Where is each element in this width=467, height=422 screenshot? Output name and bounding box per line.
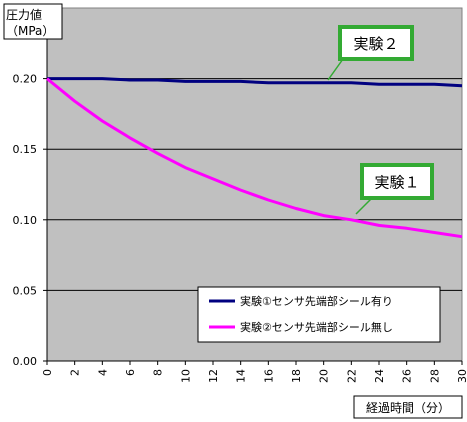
callout-box — [338, 25, 414, 61]
x-tick-label: 18 — [290, 369, 303, 383]
callout-label: 実験１ — [374, 174, 419, 192]
x-tick-label: 30 — [456, 369, 467, 383]
x-tick-label: 22 — [345, 369, 358, 383]
x-tick-label: 14 — [235, 369, 248, 383]
x-axis-label: 経過時間（分） — [366, 401, 450, 415]
y-axis-label-line2: （MPa） — [6, 24, 54, 38]
y-axis-label-line1: 圧力値 — [6, 7, 42, 22]
y-tick-label: 0.15 — [13, 143, 38, 156]
y-tick-label: 0.10 — [13, 214, 38, 227]
series-line-1 — [47, 77, 463, 88]
x-axis-label-box — [353, 395, 463, 419]
x-tick-label: 28 — [428, 369, 441, 383]
y-tick-label: 0.20 — [13, 73, 38, 86]
x-tick-label: 26 — [401, 369, 414, 383]
x-tick-label: 10 — [179, 369, 192, 383]
legend-entry: 実験①センサ先端部シール有り — [240, 294, 393, 308]
callout-leader-line — [327, 58, 344, 81]
x-tick-label: 12 — [207, 369, 220, 383]
series-lines — [46, 77, 463, 239]
callout-leader-line — [355, 197, 373, 215]
annotations: 実験２ 実験１ — [327, 25, 434, 215]
callout-box — [360, 163, 434, 200]
x-tick-label: 4 — [96, 369, 109, 376]
y-axis-label-box — [3, 3, 63, 40]
y-tick-label: 0.05 — [13, 284, 38, 297]
x-tick-label: 6 — [124, 369, 137, 376]
x-tick-label: 24 — [373, 369, 386, 383]
axes: 0.000.050.100.150.200 2 4 6 8 10 12 14 16 18 20 22 2… — [13, 8, 467, 383]
y-tick-label: 0.00 — [13, 355, 38, 368]
x-tick-label: 16 — [262, 369, 275, 383]
x-tick-label: 8 — [152, 369, 165, 376]
series-line-2 — [46, 77, 463, 239]
x-tick-label: 20 — [318, 369, 331, 383]
axis-labels: 圧力値 （MPa） 経過時間（分） — [3, 3, 463, 419]
callout-label: 実験２ — [353, 35, 398, 53]
x-tick-label: 2 — [69, 369, 82, 376]
legend-box — [197, 286, 441, 343]
legend-entry: 実験②センサ先端部シール無し — [240, 320, 393, 334]
x-tick-label: 0 — [41, 369, 54, 376]
